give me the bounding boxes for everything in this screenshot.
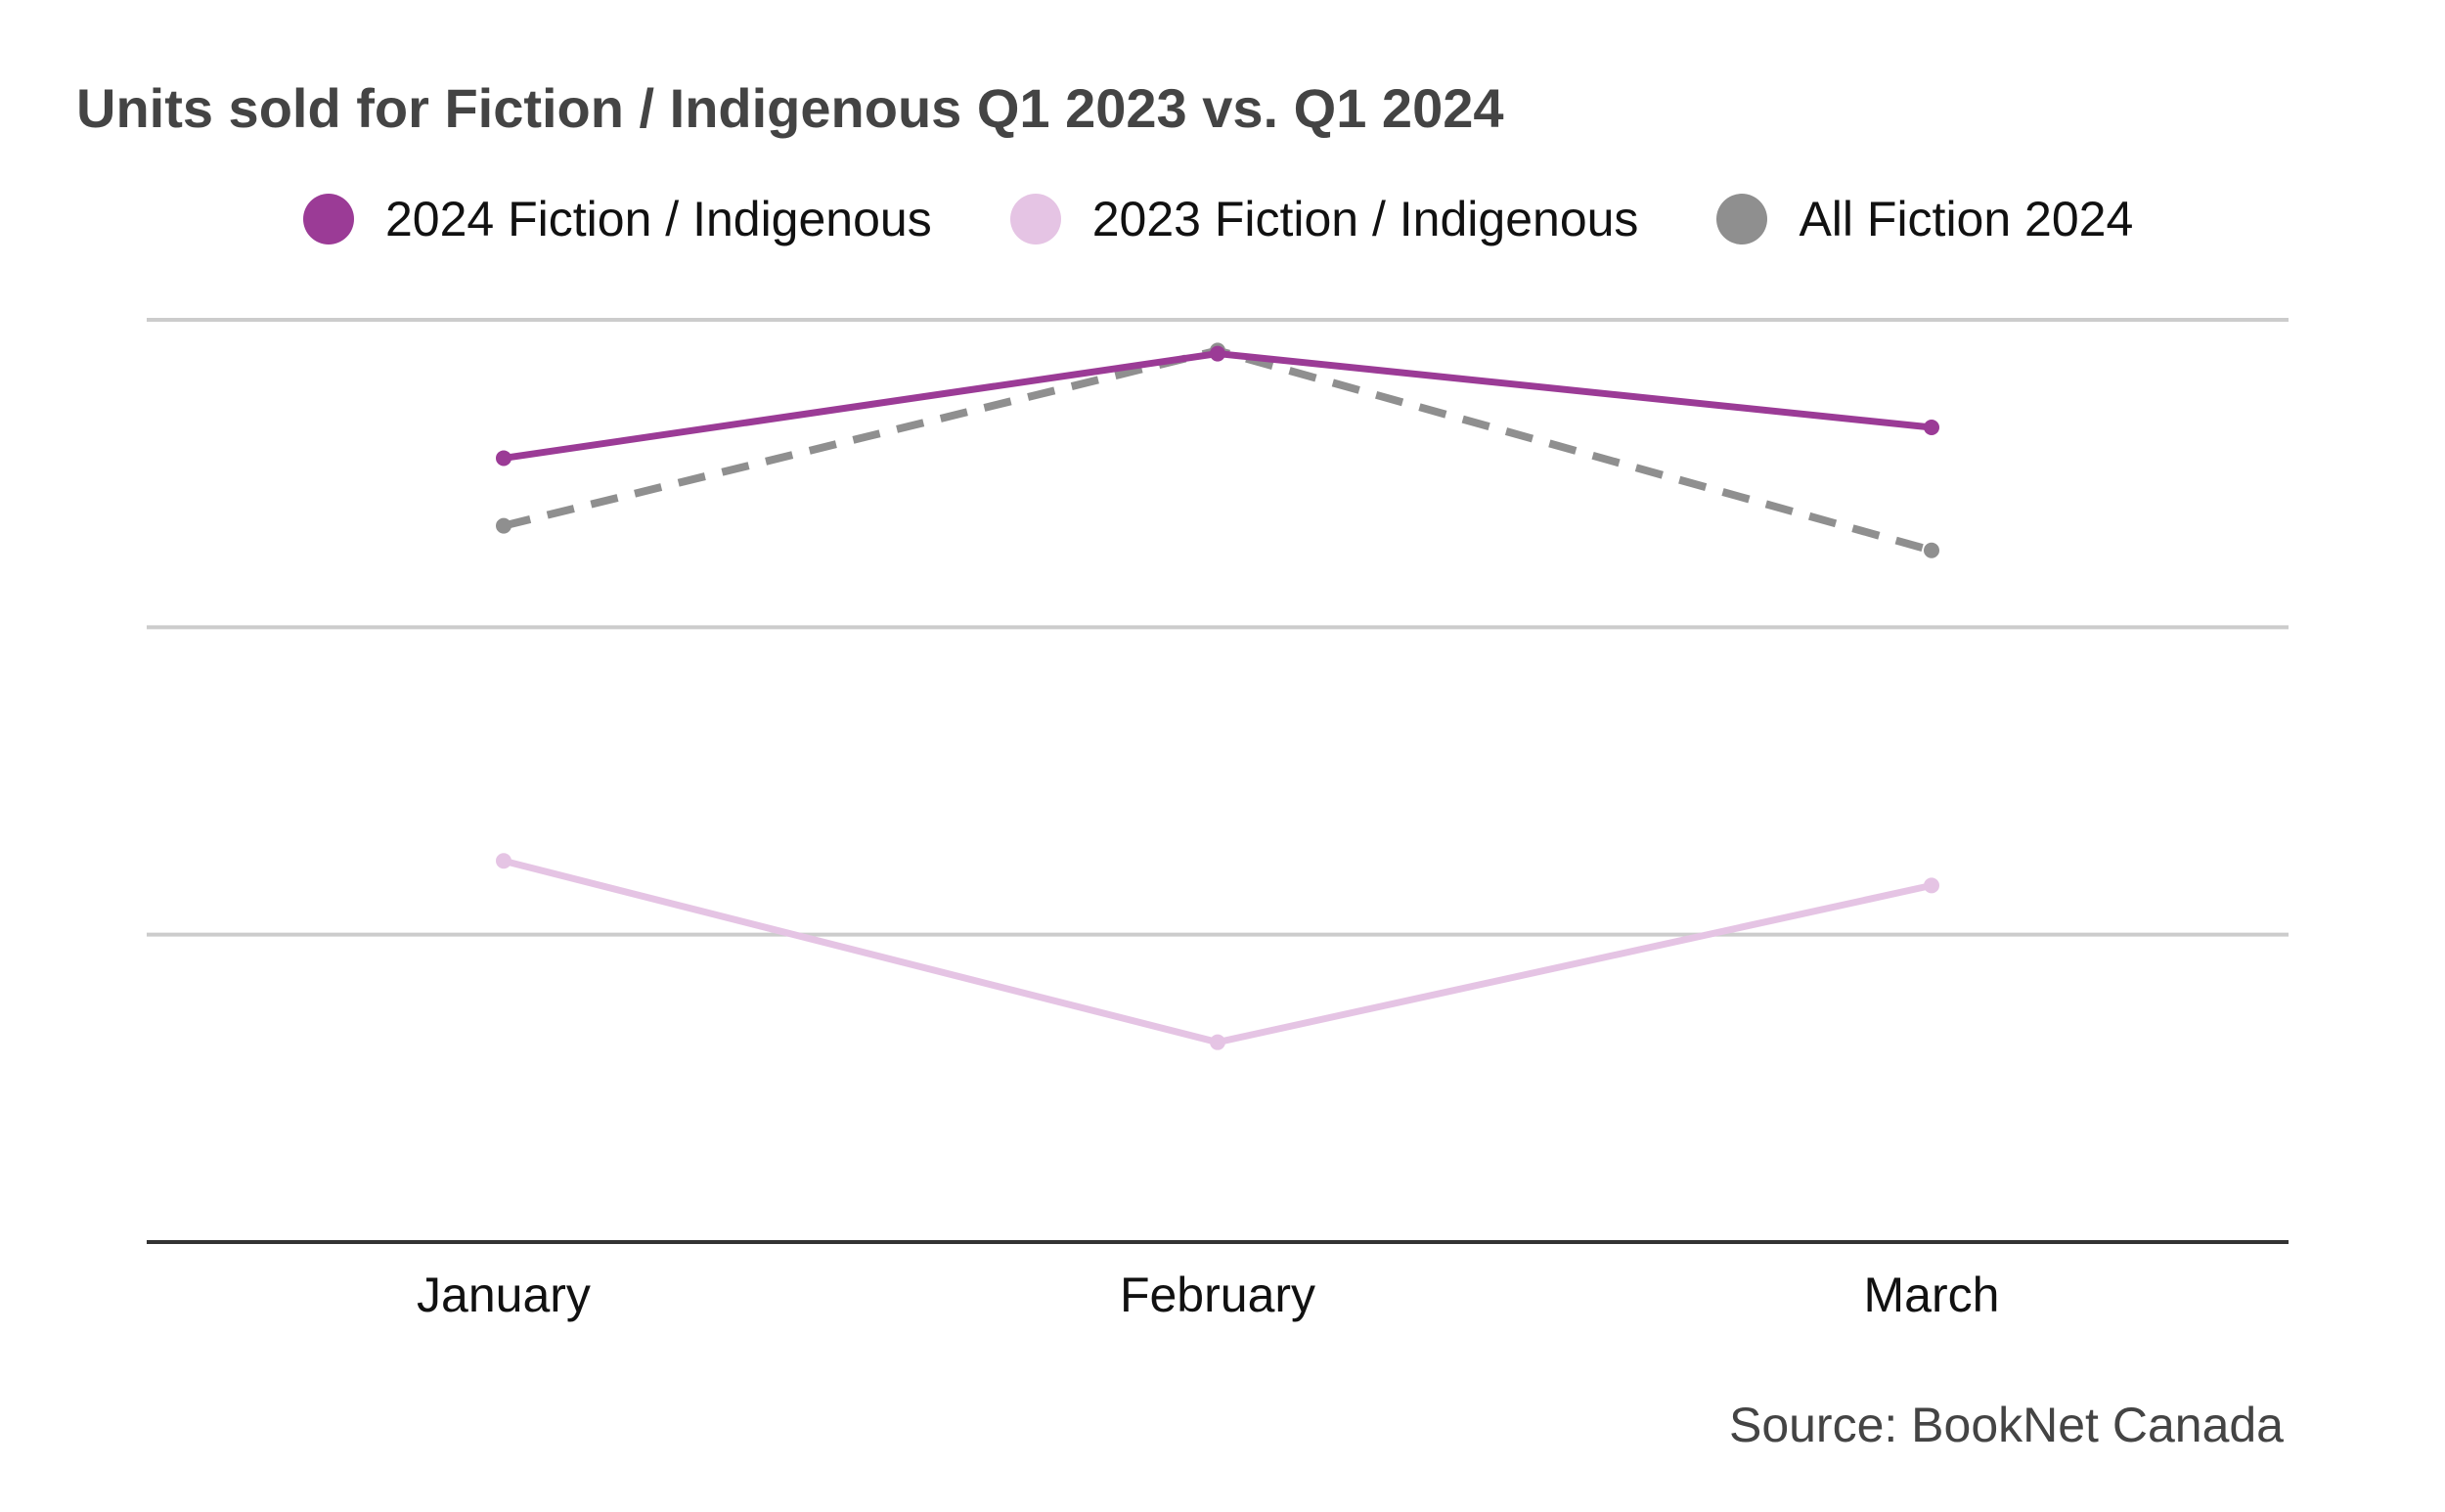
legend-item-2024-indigenous: 2024 Fiction / Indigenous — [303, 191, 932, 247]
legend-marker — [1009, 194, 1061, 245]
legend-item-2023-indigenous: 2023 Fiction / Indigenous — [1009, 191, 1639, 247]
data-point — [496, 450, 511, 467]
data-point — [1924, 877, 1939, 894]
data-point — [1210, 1034, 1225, 1050]
legend: 2024 Fiction / Indigenous 2023 Fiction /… — [303, 191, 2133, 247]
source-note: Source: BookNet Canada — [1728, 1398, 2284, 1452]
legend-label: 2024 Fiction / Indigenous — [385, 192, 932, 246]
legend-label: All Fiction 2024 — [1799, 192, 2134, 246]
series-line — [503, 857, 1933, 1046]
series-line — [503, 350, 1933, 462]
x-tick-label: January — [417, 1267, 591, 1322]
legend-label: 2023 Fiction / Indigenous — [1091, 192, 1639, 246]
data-point — [496, 517, 511, 534]
series-line — [503, 346, 1934, 555]
chart-title: Units sold for Fiction / Indigenous Q1 2… — [76, 77, 1504, 139]
data-point — [496, 853, 511, 869]
data-point — [1924, 420, 1939, 436]
data-point — [1924, 542, 1939, 558]
data-point — [1210, 345, 1225, 362]
legend-marker — [303, 194, 354, 245]
x-tick-label: March — [1864, 1267, 2000, 1322]
legend-marker — [1716, 194, 1768, 245]
x-tick-label: February — [1120, 1267, 1315, 1322]
legend-item-all-fiction-2024: All Fiction 2024 — [1716, 191, 2133, 247]
